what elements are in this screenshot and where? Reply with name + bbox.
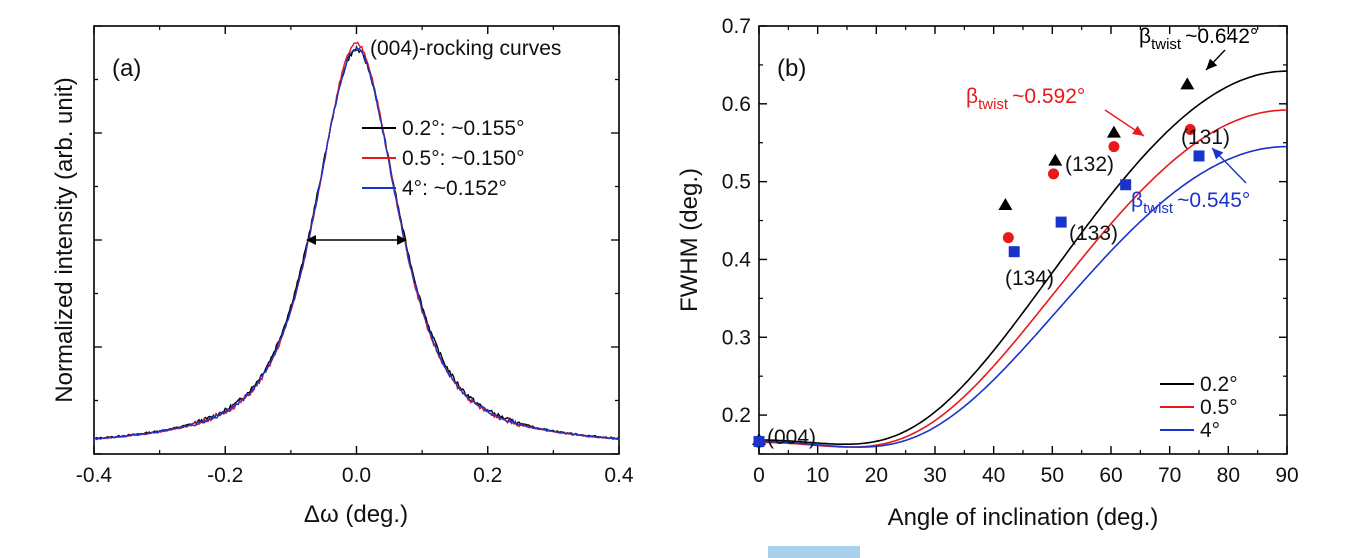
twist-value-4: ~0.545° [1177, 189, 1250, 212]
corner-highlight-box [768, 546, 860, 558]
reflection-label-131: (131) [1181, 126, 1230, 149]
rocking-curve-4 [93, 44, 620, 441]
fit-curve-4 [758, 145, 1288, 449]
b-xtick-label: 80 [1217, 464, 1240, 487]
panel-a-label: (a) [112, 55, 141, 82]
legend-title: (004)-rocking curves [370, 37, 561, 60]
point-circle-05 [1002, 232, 1014, 244]
a-xtick-label: -0.4 [76, 464, 113, 487]
b-ytick-label: 0.3 [722, 326, 751, 349]
a-xtick-label: 0.4 [604, 464, 634, 487]
reflection-label-004: (004) [767, 426, 816, 449]
b-xtick-label: 10 [806, 464, 829, 487]
b-ytick-label: 0.6 [722, 93, 751, 116]
legend-b: 0.2° 0.5° 4° [1160, 373, 1238, 442]
panel-b-ticks: 0 10 20 30 40 50 60 70 80 90 0.2 0.3 0.4 0.5 0.6 0.7 [722, 15, 1299, 487]
b-xtick-label: 30 [923, 464, 946, 487]
point-square-4 [1055, 216, 1067, 228]
legend-a-item-05: 0.5°: ~0.150° [402, 147, 524, 170]
panel-a-rocking-curves: -0.4 -0.2 0.0 0.2 0.4 (a) (004)-rocking curv… [51, 25, 634, 528]
panel-b-fit-curves [758, 70, 1288, 449]
point-square-4 [1008, 246, 1020, 258]
point-square-4 [753, 436, 765, 448]
a-xtick-label: -0.2 [207, 464, 243, 487]
b-xtick-label: 0 [753, 464, 765, 487]
b-xtick-label: 60 [1099, 464, 1122, 487]
legend-b-item-4: 4° [1200, 419, 1220, 442]
point-triangle-02 [1048, 153, 1063, 166]
panel-b-ylabel: FWHM (deg.) [676, 168, 703, 312]
twist-subscript-05: twist [978, 96, 1009, 113]
point-triangle-02 [1106, 125, 1121, 138]
twist-annotation-05: βtwist ~0.592° [966, 85, 1085, 113]
panel-b-label: (b) [777, 55, 806, 82]
twist-value-02: ~0.642° [1185, 25, 1258, 48]
fwhm-arrow-head-left [305, 235, 316, 245]
rocking-curve-05 [93, 41, 620, 441]
legend-b-item-05: 0.5° [1200, 396, 1238, 419]
twist-symbol-02: β [1139, 25, 1151, 48]
panel-a-ticks: -0.4 -0.2 0.0 0.2 0.4 [76, 25, 634, 487]
twist-arrow-02-head [1206, 58, 1218, 70]
panel-a-ylabel: Normalized intensity (arb. unit) [51, 77, 78, 402]
twist-value-05: ~0.592° [1012, 85, 1085, 108]
twist-subscript-4: twist [1143, 200, 1174, 217]
fwhm-arrow [305, 235, 408, 245]
b-xtick-label: 20 [865, 464, 888, 487]
point-square-4 [1193, 150, 1205, 162]
legend-a: 0.2°: ~0.155° 0.5°: ~0.150° 4°: ~0.152° [362, 117, 524, 200]
b-ytick-label: 0.2 [722, 404, 751, 427]
panel-b-xlabel: Angle of inclination (deg.) [888, 504, 1159, 531]
panel-b-fwhm-vs-angle: 0 10 20 30 40 50 60 70 80 90 0.2 0.3 0.4 0.5 0.6 0.7 (b… [676, 15, 1299, 531]
panel-a-xlabel: Δω (deg.) [304, 501, 408, 528]
twist-annotation-4: βtwist ~0.545° [1131, 189, 1250, 217]
twist-symbol-4: β [1131, 189, 1143, 212]
reflection-label-133: (133) [1069, 222, 1118, 245]
legend-a-item-4: 4°: ~0.152° [402, 177, 507, 200]
b-ytick-label: 0.5 [722, 171, 751, 194]
b-xtick-label: 70 [1158, 464, 1181, 487]
point-triangle-02 [998, 197, 1013, 210]
twist-arrow-05-head [1132, 125, 1144, 136]
point-square-4 [1120, 179, 1132, 191]
point-circle-05 [1184, 123, 1196, 135]
fwhm-arrow-head-right [397, 235, 408, 245]
panel-b-arrows [1104, 49, 1247, 184]
a-xtick-label: 0.0 [342, 464, 371, 487]
fit-curve-02 [759, 70, 1288, 445]
b-ytick-label: 0.7 [722, 15, 751, 38]
panel-a-curves [93, 41, 620, 441]
panel-b-points [752, 77, 1205, 448]
twist-subscript-02: twist [1151, 36, 1182, 53]
legend-a-item-02: 0.2°: ~0.155° [402, 117, 524, 140]
point-triangle-02 [1180, 77, 1195, 90]
twist-annotation-02: βtwist ~0.642° [1139, 25, 1258, 53]
b-xtick-label: 40 [982, 464, 1005, 487]
reflection-label-134: (134) [1005, 267, 1054, 290]
b-ytick-label: 0.4 [722, 248, 752, 271]
b-xtick-label: 50 [1041, 464, 1064, 487]
a-xtick-label: 0.2 [473, 464, 502, 487]
point-circle-05 [1108, 141, 1120, 153]
twist-arrow-4-head [1212, 148, 1224, 160]
twist-symbol-05: β [966, 85, 978, 108]
b-xtick-label: 90 [1275, 464, 1298, 487]
reflection-label-132: (132) [1065, 153, 1114, 176]
point-circle-05 [1048, 168, 1060, 180]
legend-b-item-02: 0.2° [1200, 373, 1238, 396]
rocking-curve-02 [93, 48, 620, 440]
